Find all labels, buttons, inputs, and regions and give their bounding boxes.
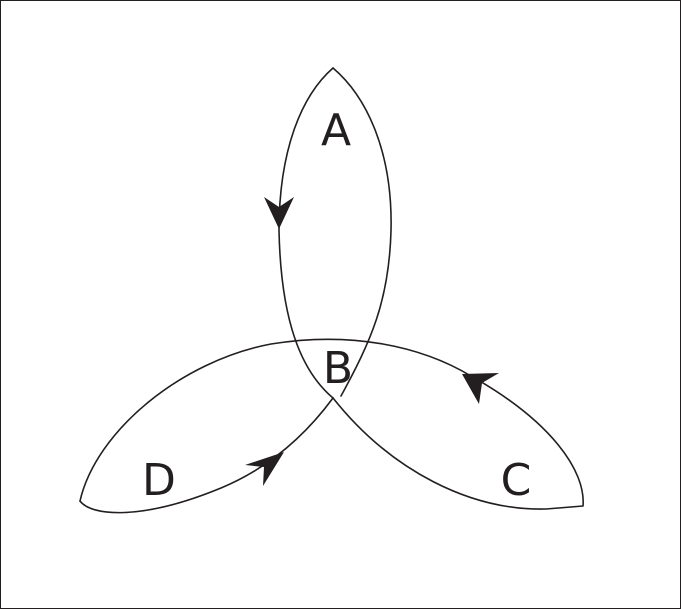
label-c: C: [501, 455, 532, 506]
label-a: A: [321, 105, 351, 156]
arrow-lower-left-lobe: [245, 452, 284, 486]
curve-right-lobe-lower: [332, 375, 584, 510]
curve-lower-arc: [79, 338, 472, 502]
label-d: D: [142, 455, 176, 506]
arrow-right-lobe: [462, 373, 499, 404]
curve-top-lobe-right: [332, 67, 392, 397]
curve-left-lobe-lower: [79, 397, 334, 514]
curve-top-lobe-left: [278, 67, 334, 399]
arrow-left-lobe-down: [264, 197, 294, 229]
label-b: B: [323, 343, 353, 394]
